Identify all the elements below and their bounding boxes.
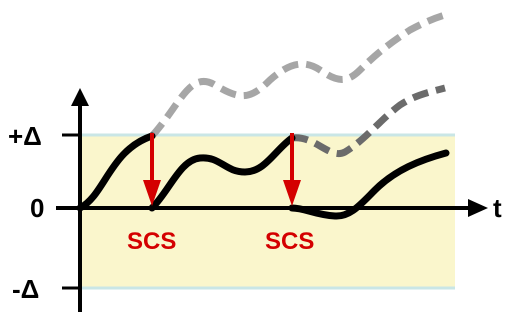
scs-arrow-2 bbox=[283, 133, 301, 206]
signal-segment-1 bbox=[76, 132, 156, 212]
y-tick-label-plus-delta: +Δ bbox=[8, 121, 42, 151]
signal-segment-3 bbox=[288, 149, 450, 220]
y-tick-label-minus-delta: -Δ bbox=[12, 274, 39, 304]
scs-label-1: SCS bbox=[127, 228, 176, 255]
signal-segment-2 bbox=[148, 134, 296, 212]
x-axis-label: t bbox=[493, 193, 502, 223]
drift-path-upper bbox=[149, 11, 447, 139]
scs-arrow-1 bbox=[143, 133, 161, 206]
y-tick-label-zero: 0 bbox=[30, 193, 44, 223]
y-axis-arrowhead bbox=[71, 88, 89, 106]
x-axis-arrowhead bbox=[468, 199, 488, 217]
drift-path-lower bbox=[291, 84, 446, 158]
scs-label-2: SCS bbox=[265, 228, 314, 255]
